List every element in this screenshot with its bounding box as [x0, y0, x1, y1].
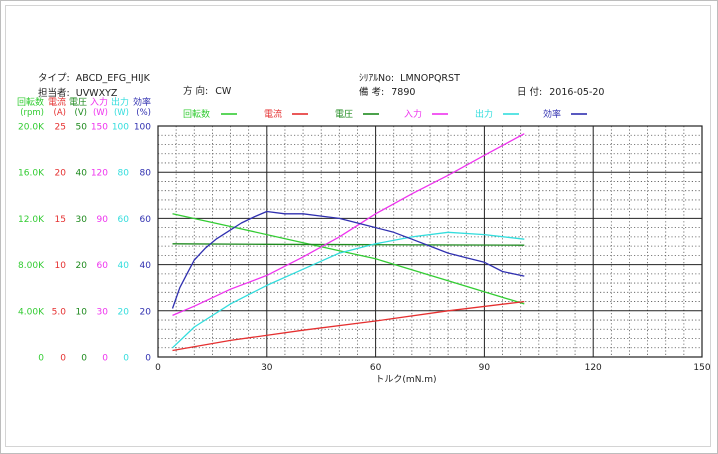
axis-tick-label: 20	[76, 261, 88, 271]
axis-unit-3: (W)	[93, 108, 108, 118]
x-tick-label: 60	[370, 363, 382, 373]
axis-tick-label: 80	[118, 169, 130, 179]
axis-unit-0: (rpm)	[20, 108, 44, 118]
legend-label: 入力	[404, 108, 422, 120]
remark-value: 7890	[391, 87, 416, 98]
series-line-0	[172, 213, 525, 305]
x-tick-label: 120	[585, 363, 602, 373]
axis-tick-label: 0	[145, 354, 151, 364]
axis-unit-5: (%)	[136, 108, 151, 118]
series-line-1	[172, 300, 525, 352]
axis-header-5: 効率	[133, 96, 151, 108]
direction-field: 方 向: CW	[183, 83, 231, 97]
axis-tick-label: 5.0	[52, 307, 67, 317]
serial-value: LMNOPQRST	[400, 73, 460, 84]
axis-tick-label: 20	[118, 307, 130, 317]
axis-tick-label: 50	[76, 123, 88, 133]
series-line-2	[172, 243, 525, 246]
axis-header-0: 回転数	[17, 96, 44, 108]
person-label: 担当者:	[38, 88, 70, 99]
axis-tick-label: 15	[55, 215, 66, 225]
legend-label: 効率	[543, 108, 561, 120]
axis-tick-label: 0	[102, 354, 108, 364]
inner-frame	[5, 5, 711, 447]
legend-label: 電圧	[335, 109, 353, 120]
series-line-3	[172, 133, 525, 316]
remark-label: 備 考:	[359, 87, 385, 98]
axis-tick-label: 20.0K	[18, 123, 45, 133]
axis-unit-1: (A)	[54, 108, 66, 118]
axis-header-1: 電流	[48, 96, 66, 108]
x-tick-label: 90	[479, 363, 491, 373]
type-value: ABCD_EFG_HIJK	[75, 73, 150, 84]
axis-tick-label: 100	[134, 123, 151, 133]
serial-label: ｼﾘｱﾙNo:	[359, 73, 395, 84]
axis-header-4: 出力	[111, 96, 129, 108]
axis-tick-label: 60	[118, 215, 130, 225]
axis-tick-label: 10	[55, 261, 67, 271]
person-value: UVWXYZ	[75, 88, 118, 99]
axis-tick-label: 60	[140, 215, 152, 225]
axis-tick-label: 40	[76, 169, 88, 179]
legend-label: 電流	[264, 108, 282, 120]
date-value: 2016-05-20	[549, 87, 605, 98]
axis-tick-label: 0	[38, 354, 44, 364]
serial-field: ｼﾘｱﾙNo: LMNOPQRST	[359, 70, 460, 84]
series-line-5	[171, 210, 525, 309]
axis-tick-label: 60	[97, 261, 109, 271]
axis-tick-label: 150	[91, 123, 108, 133]
axis-unit-4: (W)	[114, 108, 129, 118]
axis-tick-label: 4.00K	[18, 307, 45, 317]
direction-value: CW	[215, 86, 232, 97]
axis-tick-label: 16.0K	[18, 169, 45, 179]
series-line-4	[172, 231, 525, 349]
axis-tick-label: 20	[140, 307, 152, 317]
person-field: 担当者: UVWXYZ	[38, 85, 117, 99]
axis-tick-label: 30	[76, 215, 88, 225]
plot-area-border	[157, 125, 703, 358]
axis-tick-label: 0	[123, 354, 129, 364]
date-label: 日 付:	[517, 87, 543, 98]
axis-unit-2: (V)	[75, 108, 87, 118]
axis-tick-label: 100	[112, 123, 129, 133]
type-field: タイプ: ABCD_EFG_HIJK	[38, 70, 150, 84]
axis-tick-label: 12.0K	[18, 215, 45, 225]
axis-tick-label: 20	[55, 169, 67, 179]
x-tick-label: 0	[155, 363, 161, 373]
legend-label: 出力	[475, 108, 493, 120]
date-field: 日 付: 2016-05-20	[517, 84, 604, 98]
axis-tick-label: 120	[91, 169, 108, 179]
axis-tick-label: 0	[81, 354, 87, 364]
axis-tick-label: 90	[97, 215, 109, 225]
remark-field: 備 考: 7890	[359, 84, 415, 98]
axis-tick-label: 80	[140, 169, 152, 179]
axis-tick-label: 30	[97, 307, 109, 317]
legend-label: 回転数	[183, 108, 210, 120]
axis-tick-label: 8.00K	[18, 261, 45, 271]
axis-tick-label: 40	[118, 261, 130, 271]
x-axis-label: トルク(mN.m)	[375, 374, 436, 385]
axis-tick-label: 10	[76, 307, 88, 317]
axis-tick-label: 25	[55, 123, 66, 133]
x-tick-label: 150	[693, 363, 710, 373]
axis-tick-label: 0	[60, 354, 66, 364]
axis-header-2: 電圧	[69, 97, 87, 108]
direction-label: 方 向:	[183, 86, 209, 97]
axis-tick-label: 40	[140, 261, 152, 271]
axis-header-3: 入力	[90, 96, 108, 108]
type-label: タイプ:	[38, 73, 70, 84]
x-tick-label: 30	[261, 363, 273, 373]
